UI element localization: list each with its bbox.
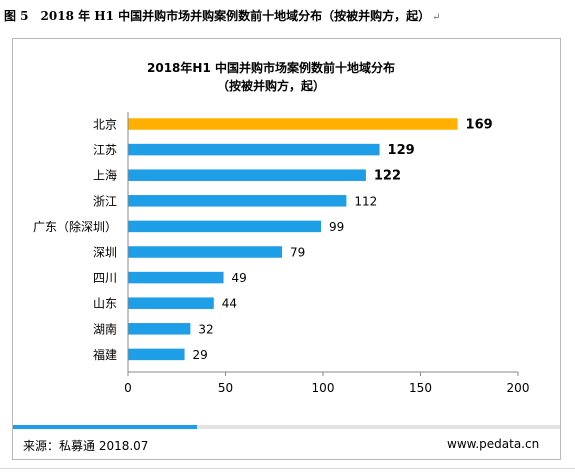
value-labels-layer: 169 129 122 112 99 79 49 44 32 29 — [193, 118, 493, 362]
category-label-8: 山东 — [93, 297, 117, 311]
category-label-2: 江苏 — [93, 143, 117, 157]
value-label-7: 49 — [232, 271, 247, 285]
bar-8 — [128, 297, 214, 309]
x-tick-label-3: 100 — [312, 381, 335, 395]
bar-5 — [128, 220, 322, 233]
value-label-10: 29 — [193, 348, 208, 362]
figure-caption: 图 5 2018 年 H1 中国并购市场并购案例数前十地域分布（按被并购方，起）… — [4, 7, 441, 24]
value-label-8: 44 — [222, 297, 237, 311]
bar-1 — [128, 118, 458, 130]
category-label-5: 广东（除深圳） — [33, 219, 117, 234]
category-label-3: 上海 — [93, 168, 117, 183]
footer-divider — [13, 425, 560, 429]
page-underline — [0, 468, 575, 469]
bar-3 — [128, 169, 366, 181]
category-label-7: 四川 — [93, 271, 117, 285]
x-tick-label-2: 50 — [218, 381, 233, 395]
category-label-9: 湖南 — [93, 321, 117, 336]
paragraph-mark-icon: ↵ — [432, 12, 441, 23]
bars-layer — [128, 118, 458, 361]
bar-6 — [128, 246, 283, 258]
bar-10 — [128, 348, 185, 361]
footer-accent-bar — [13, 425, 197, 429]
bar-9 — [128, 323, 191, 335]
x-tick-label-1: 0 — [124, 381, 132, 395]
value-label-3: 122 — [374, 169, 401, 184]
value-label-1: 169 — [466, 118, 493, 133]
value-label-2: 129 — [388, 143, 415, 158]
bar-chart: 2018年H1 中国并购市场案例数前十地域分布 （按被并购方，起） 北京江苏上海… — [33, 60, 529, 395]
value-label-4: 112 — [354, 194, 377, 208]
figure-caption-text: 图 5 2018 年 H1 中国并购市场并购案例数前十地域分布（按被并购方，起） — [4, 9, 431, 23]
x-tick-label-4: 150 — [409, 381, 432, 395]
chart-title: 2018年H1 中国并购市场案例数前十地域分布 — [147, 60, 395, 75]
bar-2 — [128, 143, 380, 156]
chart-frame: 2018年H1 中国并购市场案例数前十地域分布 （按被并购方，起） 北京江苏上海… — [12, 38, 561, 460]
website-link[interactable]: www.pedata.cn — [447, 437, 540, 451]
x-tick-label-5: 200 — [507, 381, 530, 395]
category-label-10: 福建 — [93, 347, 117, 362]
category-label-1: 北京 — [93, 118, 117, 132]
chart-subtitle: （按被并购方，起） — [217, 78, 325, 93]
value-label-5: 99 — [329, 220, 344, 234]
category-label-6: 深圳 — [93, 246, 117, 260]
bar-7 — [128, 271, 224, 284]
value-label-9: 32 — [198, 322, 213, 336]
x-axis: 0 50 100 150 200 — [124, 112, 529, 395]
value-label-6: 79 — [290, 246, 305, 260]
category-label-4: 浙江 — [93, 194, 117, 208]
source-note: 来源：私募通 2018.07 — [23, 439, 149, 453]
bar-4 — [128, 195, 347, 207]
